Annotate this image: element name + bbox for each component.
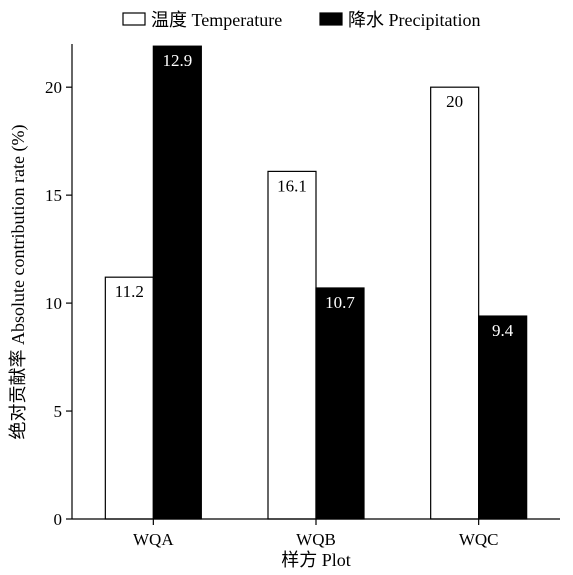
bar-1-2 bbox=[478, 315, 528, 520]
bar-label-0-0: 11.2 bbox=[115, 282, 144, 301]
bar-label-1-1: 10.7 bbox=[325, 293, 355, 312]
y-tick-label-1: 5 bbox=[54, 402, 63, 421]
bar-label-0-1: 16.1 bbox=[277, 176, 307, 195]
bar-label-1-0: 12.9 bbox=[162, 51, 192, 70]
bar-label-0-2: 20 bbox=[446, 92, 463, 111]
legend-swatch-temperature bbox=[122, 12, 146, 26]
bar-0-0 bbox=[104, 276, 154, 520]
x-tick-label-2: WQC bbox=[459, 530, 499, 549]
x-tick-label-1: WQB bbox=[296, 530, 336, 549]
x-axis-label: 样方 Plot bbox=[281, 550, 351, 570]
bar-1-1 bbox=[315, 287, 365, 520]
y-tick-label-4: 20 bbox=[45, 78, 62, 97]
y-tick-label-2: 10 bbox=[45, 294, 62, 313]
x-ticks-group: WQA WQB WQC bbox=[133, 519, 499, 549]
legend-label-precipitation: 降水 Precipitation bbox=[348, 10, 480, 30]
legend-label-temperature: 温度 Temperature bbox=[151, 10, 282, 30]
y-tick-label-0: 0 bbox=[54, 510, 63, 529]
legend-swatch-precipitation bbox=[319, 12, 343, 26]
bar-label-1-2: 9.4 bbox=[492, 321, 514, 340]
bar-0-1 bbox=[267, 170, 317, 520]
bar-0-2 bbox=[430, 86, 480, 520]
bars-group: 11.2 12.9 16.1 10.7 20 9.4 bbox=[104, 45, 528, 520]
y-axis-label: 绝对贡献率 Absolute contribution rate (%) bbox=[8, 125, 29, 440]
x-tick-label-0: WQA bbox=[133, 530, 174, 549]
y-tick-label-3: 15 bbox=[45, 186, 62, 205]
y-ticks-group: 0 5 10 15 20 bbox=[45, 78, 72, 529]
legend: 温度 Temperature 降水 Precipitation bbox=[122, 10, 480, 30]
bar-1-0 bbox=[152, 45, 202, 520]
